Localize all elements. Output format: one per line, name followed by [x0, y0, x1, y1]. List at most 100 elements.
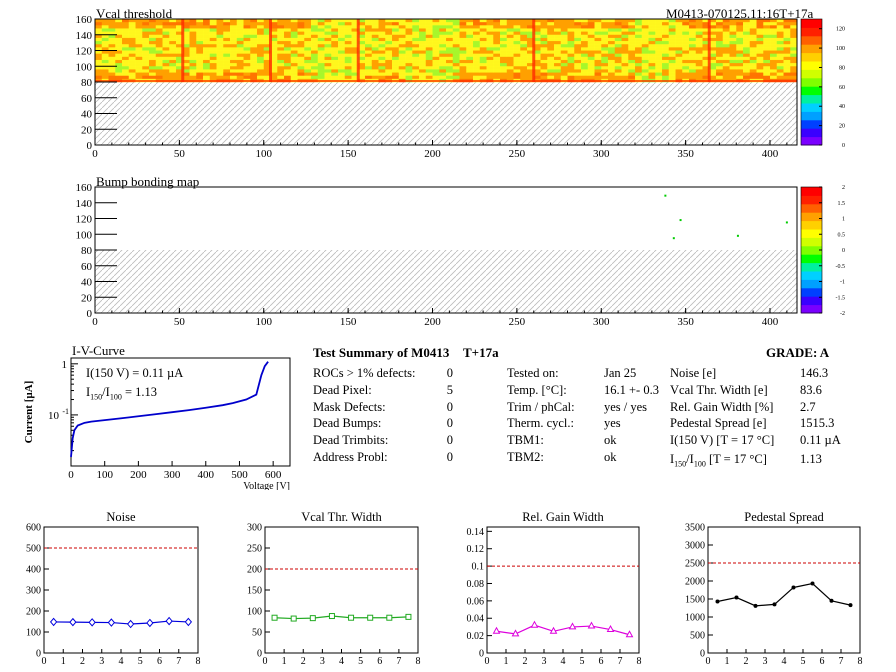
- vcal-cell: [790, 75, 798, 80]
- vcal-cell: [513, 47, 521, 51]
- summary-title: Test Summary of M0413: [313, 345, 450, 360]
- vcal-cell: [594, 28, 602, 32]
- vcal-cell: [675, 66, 683, 70]
- vcal-cell: [230, 75, 238, 80]
- vcal-cell: [284, 66, 292, 70]
- vcal-cell: [736, 28, 744, 32]
- vcal-cell: [641, 37, 649, 42]
- trend-point: [69, 617, 77, 627]
- vcal-cell: [365, 28, 373, 32]
- vcal-cell: [189, 44, 197, 48]
- vcal-cell: [149, 34, 157, 39]
- vcal-cell: [257, 41, 265, 45]
- trend-y-tick-label: 0: [700, 649, 705, 660]
- vcal-cell: [263, 44, 271, 48]
- vcal-cell: [223, 59, 231, 64]
- vcal-cell: [263, 25, 271, 29]
- vcal-cell: [574, 56, 582, 61]
- vcal-cell: [203, 69, 211, 73]
- vcal-cell: [641, 69, 649, 73]
- vcal-cell: [311, 25, 319, 29]
- vcal-cell: [614, 66, 622, 70]
- vcal-cell: [250, 50, 258, 54]
- vcal-cell: [182, 50, 190, 54]
- vcal-cell: [162, 28, 170, 32]
- vcal-cell: [601, 37, 609, 42]
- vcal-cell: [432, 41, 440, 45]
- vcal-cell: [351, 44, 359, 48]
- vcal-cell: [439, 63, 447, 67]
- vcal-cell: [560, 72, 568, 76]
- vcal-cell: [270, 72, 278, 76]
- colorbar-frame: [800, 18, 823, 146]
- vcal-cell: [668, 69, 676, 73]
- vcal-cell: [527, 50, 535, 54]
- vcal-cell: [338, 37, 346, 42]
- vcal-cell: [250, 47, 258, 51]
- vcal-cell: [493, 63, 501, 67]
- vcal-cell: [338, 56, 346, 61]
- vcal-cell: [317, 69, 325, 73]
- vcal-cell: [311, 59, 319, 64]
- vcal-cell: [101, 19, 109, 23]
- vcal-cell: [297, 53, 305, 58]
- vcal-cell: [95, 56, 103, 61]
- vcal-cell: [344, 28, 352, 32]
- vcal-cell: [236, 34, 244, 39]
- vcal-cell: [324, 75, 332, 80]
- vcal-cell: [554, 37, 562, 42]
- vcal-cell: [95, 75, 103, 80]
- vcal-cell: [506, 53, 514, 58]
- vcal-cell: [196, 59, 204, 64]
- vcal-cell: [655, 19, 663, 23]
- vcal-cell: [297, 47, 305, 51]
- vcal-cell: [554, 56, 562, 61]
- vcal-cell: [466, 63, 474, 67]
- vcal-cell: [682, 47, 690, 51]
- vcal-cell: [223, 50, 231, 54]
- vcal-cell: [756, 50, 764, 54]
- vcal-cell: [783, 25, 791, 29]
- vcal-cell: [682, 41, 690, 45]
- vcal-cell: [371, 31, 379, 36]
- trend-y-tick-label: 0.14: [467, 527, 485, 538]
- vcal-cell: [378, 63, 386, 67]
- vcal-cell: [608, 50, 616, 54]
- vcal-cell: [223, 72, 231, 76]
- vcal-cell: [473, 44, 481, 48]
- vcal-cell: [682, 37, 690, 42]
- vcal-cell: [277, 56, 285, 61]
- vcal-cell: [405, 34, 413, 39]
- vcal-cell: [412, 72, 420, 76]
- vcal-cell: [257, 19, 265, 23]
- vcal-cell: [506, 41, 514, 45]
- vcal-cell: [628, 25, 636, 29]
- vcal-cell: [290, 75, 298, 80]
- vcal-cell: [635, 31, 643, 36]
- vcal-cell: [162, 59, 170, 64]
- vcal-cell: [371, 47, 379, 51]
- vcal-cell: [709, 19, 717, 23]
- vcal-cell: [722, 25, 730, 29]
- vcal-cell: [736, 31, 744, 36]
- vcal-cell: [135, 72, 143, 76]
- vcal-cell: [621, 56, 629, 61]
- vcal-cell: [439, 37, 447, 42]
- vcal-cell: [196, 25, 204, 29]
- vcal-cell: [182, 19, 190, 23]
- colorbar-tick-label: 60: [839, 85, 845, 91]
- vcal-cell: [432, 34, 440, 39]
- vcal-cell: [587, 50, 595, 54]
- vcal-cell: [776, 34, 784, 39]
- colorbar-tick-label: 120: [836, 27, 845, 33]
- colorbar-tick-label: 1.5: [838, 201, 846, 207]
- vcal-cell: [135, 41, 143, 45]
- vcal-cell: [230, 53, 238, 58]
- vcal-cell: [419, 53, 427, 58]
- vcal-cell: [385, 25, 393, 29]
- vcal-cell: [405, 75, 413, 80]
- vcal-cell: [209, 56, 217, 61]
- vcal-cell: [115, 59, 123, 64]
- vcal-cell: [155, 25, 163, 29]
- vcal-cell: [142, 44, 150, 48]
